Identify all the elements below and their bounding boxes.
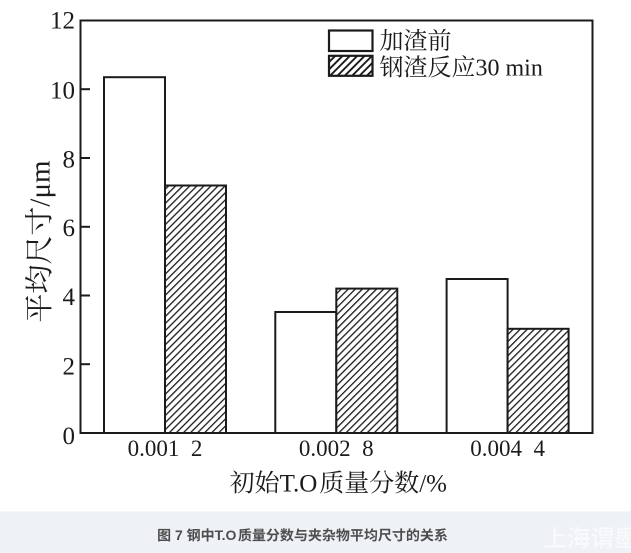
svg-text:2: 2 <box>63 353 76 380</box>
svg-text:4: 4 <box>63 284 76 311</box>
svg-text:0.002 8: 0.002 8 <box>299 436 374 461</box>
svg-text:/μm: /μm <box>24 160 56 207</box>
svg-text:T.O: T.O <box>215 527 237 543</box>
svg-text:7: 7 <box>171 527 187 543</box>
svg-text:/%: /% <box>419 471 447 498</box>
svg-text:0: 0 <box>63 423 76 450</box>
svg-text:8: 8 <box>63 146 76 173</box>
svg-text:6: 6 <box>63 215 76 242</box>
svg-text:0.001 2: 0.001 2 <box>128 436 203 461</box>
svg-text:30 min: 30 min <box>476 56 543 82</box>
svg-text:12: 12 <box>50 7 75 34</box>
svg-text:0.004 4: 0.004 4 <box>470 436 545 461</box>
svg-text:T.O: T.O <box>280 471 318 498</box>
svg-text:10: 10 <box>50 78 75 105</box>
